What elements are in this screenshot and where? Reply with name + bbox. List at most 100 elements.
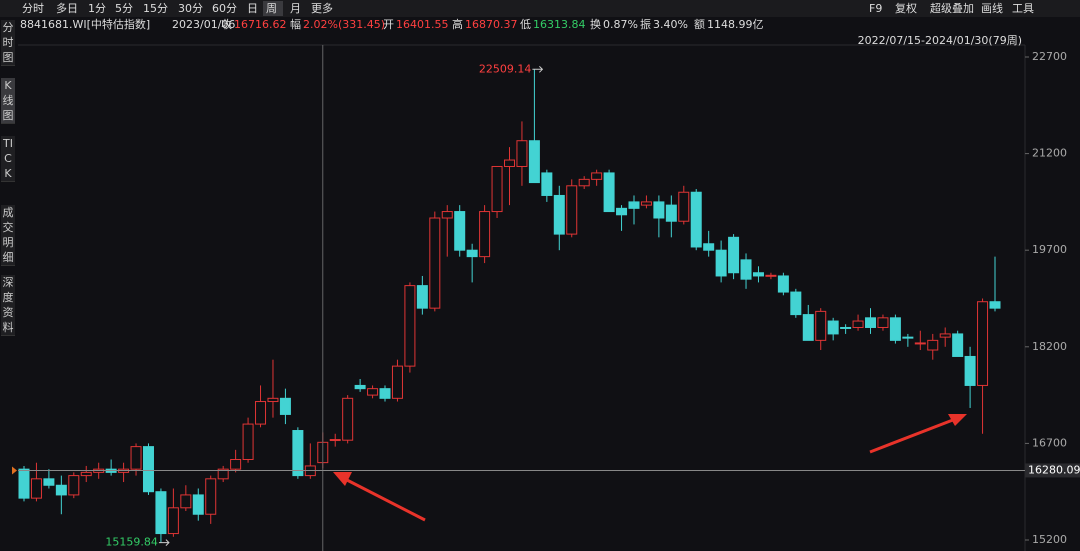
field-label: 开 xyxy=(383,18,394,31)
candle-body xyxy=(205,478,217,515)
candle-body xyxy=(18,468,30,499)
candle-body xyxy=(827,320,839,335)
candle-body xyxy=(354,384,366,390)
tool[interactable]: 超级叠加 xyxy=(930,1,974,15)
candle-body xyxy=(441,211,453,219)
tab[interactable]: 更多 xyxy=(311,1,333,15)
code: 8841681.WI[中特估指数] xyxy=(20,17,150,31)
field-label: 幅 xyxy=(290,18,301,31)
field-value: 16313.84 xyxy=(533,18,586,31)
field-label: 高 xyxy=(452,17,463,31)
candle-body xyxy=(728,236,740,274)
candle-body xyxy=(889,317,901,341)
arrow xyxy=(344,477,426,522)
candle-body xyxy=(279,397,291,415)
y-tick-label: 18200 xyxy=(1032,340,1067,353)
candle-body xyxy=(964,355,976,386)
candle-body xyxy=(815,310,827,341)
candle-body xyxy=(640,201,652,206)
field-value: 3.40% xyxy=(653,18,688,31)
side-tab[interactable]: 分时图 xyxy=(1,20,15,66)
candle-body xyxy=(167,507,179,535)
side-tab[interactable]: 深度资料 xyxy=(1,275,15,336)
candle-body xyxy=(591,172,603,180)
active-tab xyxy=(263,1,283,16)
tab[interactable]: 月 xyxy=(290,2,301,15)
tab[interactable]: 5分 xyxy=(115,2,133,15)
candle-body xyxy=(578,178,590,187)
low-label: 15159.84 xyxy=(105,536,158,549)
candle-body xyxy=(491,165,503,213)
candle-body xyxy=(329,439,341,442)
candle-body xyxy=(528,140,540,184)
candle-body xyxy=(777,275,789,293)
candle-body xyxy=(155,491,167,535)
candle-body xyxy=(292,430,304,477)
candle-body xyxy=(416,285,428,309)
candle-body xyxy=(765,274,777,277)
field-label: 换 xyxy=(590,17,601,31)
tool[interactable]: F9 xyxy=(869,2,882,15)
candle-body xyxy=(391,365,403,399)
tab[interactable]: 15分 xyxy=(143,2,168,15)
candle-body xyxy=(740,259,752,280)
candle-body xyxy=(977,301,989,386)
side-tab[interactable]: 成交明细 xyxy=(1,205,15,266)
candle-body xyxy=(68,475,80,496)
candle-body xyxy=(479,211,491,258)
tab[interactable]: 周 xyxy=(266,2,277,15)
candle-body xyxy=(43,478,55,486)
side-tab[interactable]: TICK xyxy=(1,136,15,182)
candle-body xyxy=(192,494,204,515)
high-arrow xyxy=(532,65,544,73)
candle-body xyxy=(927,339,939,351)
tool[interactable]: 复权 xyxy=(895,1,917,15)
candle-body xyxy=(242,423,254,460)
tab[interactable]: 60分 xyxy=(212,2,237,15)
candle-body xyxy=(80,471,92,477)
field-value: 1148.99亿 xyxy=(707,18,764,31)
candle-body xyxy=(653,201,665,219)
candle-body xyxy=(902,336,914,339)
field-label: 低 xyxy=(520,18,531,31)
field-label: 振 xyxy=(640,17,651,31)
tab[interactable]: 日 xyxy=(247,2,258,15)
candle-body xyxy=(379,388,391,399)
arrow xyxy=(869,416,959,454)
candle-body xyxy=(429,217,441,309)
candle-body xyxy=(914,342,926,345)
field-value: 0.87% xyxy=(603,18,638,31)
candle-body xyxy=(267,397,279,403)
candle-body xyxy=(466,249,478,258)
field-value: 16716.62 xyxy=(234,18,287,31)
field-value: 16401.55 xyxy=(396,18,449,31)
date: 2023/01/06 xyxy=(172,18,235,31)
y-tick-label: 21200 xyxy=(1032,147,1067,160)
candle-body xyxy=(255,401,267,425)
candle-body xyxy=(690,191,702,248)
tool[interactable]: 工具 xyxy=(1012,2,1034,15)
candle-body xyxy=(715,249,727,277)
candle-body xyxy=(852,320,864,328)
candle-body xyxy=(553,194,565,235)
field-value: 2.02%(331.45) xyxy=(303,18,385,31)
candle-body xyxy=(541,172,553,196)
y-tick-label: 15200 xyxy=(1032,533,1067,546)
tab[interactable]: 1分 xyxy=(88,2,106,15)
low-arrow xyxy=(158,539,170,546)
candle-body xyxy=(790,291,802,316)
candle-body xyxy=(142,446,154,493)
tab[interactable]: 30分 xyxy=(178,2,203,15)
candle-body xyxy=(217,468,229,480)
tool[interactable]: 画线 xyxy=(981,1,1003,15)
candle-body xyxy=(703,243,715,251)
tab[interactable]: 多日 xyxy=(56,1,78,15)
candle-body xyxy=(752,272,764,277)
y-tick-label: 16700 xyxy=(1032,436,1067,449)
candle-body xyxy=(603,172,615,213)
tab[interactable]: 分时 xyxy=(22,2,44,15)
side-tab[interactable]: K线图 xyxy=(1,78,15,124)
candle-body xyxy=(454,211,466,251)
